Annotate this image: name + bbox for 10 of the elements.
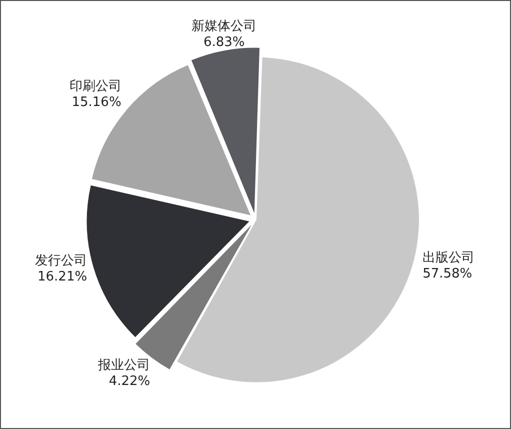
data-label: 16.21% [38, 269, 88, 284]
slice-label: 新媒体公司 [192, 19, 257, 34]
slice-label: 出版公司 [422, 250, 475, 266]
slice-label: 报业公司 [97, 358, 150, 374]
slice-label: 发行公司 [35, 253, 88, 268]
data-label: 57.58% [422, 266, 472, 282]
data-label: 15.16% [72, 94, 122, 110]
data-label: 6.83% [203, 35, 245, 50]
data-label: 4.22% [108, 374, 150, 390]
slice-label: 印刷公司 [69, 78, 122, 94]
